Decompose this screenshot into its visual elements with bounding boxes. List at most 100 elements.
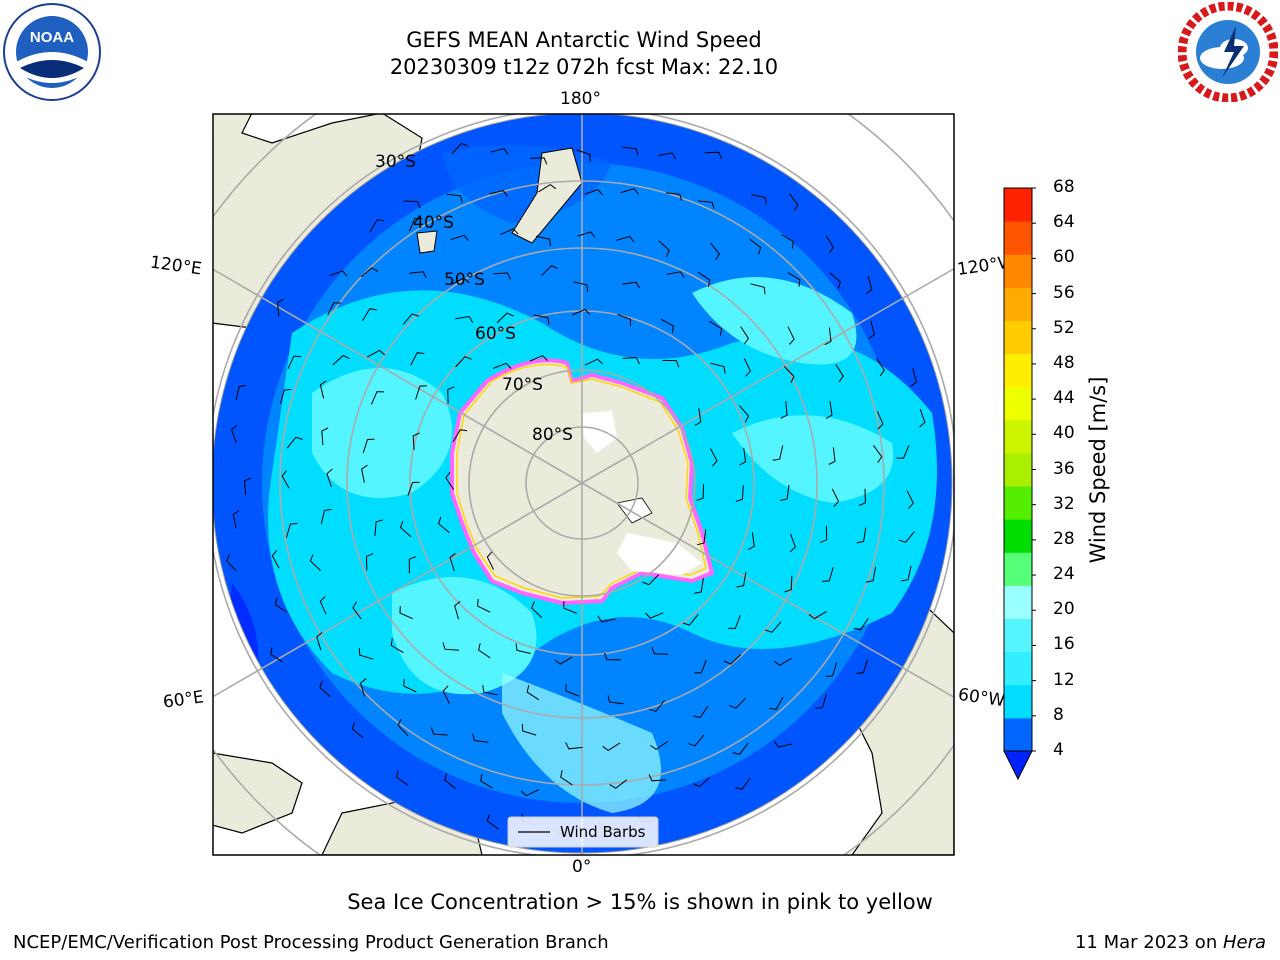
lon-label-60w: 60°W [956, 684, 1007, 712]
wind-barb [649, 699, 665, 712]
wind-barb [225, 554, 237, 572]
wind-barb [873, 445, 883, 463]
wind-barb [910, 368, 918, 387]
wind-barb [694, 578, 704, 594]
wind-barb [692, 777, 711, 788]
wind-barb [602, 742, 621, 752]
wind-barb [287, 355, 301, 370]
wind-barb [362, 438, 375, 454]
wind-barb [868, 320, 876, 340]
lat-label-60s: 60°S [475, 324, 516, 344]
wind-barb [772, 445, 784, 461]
footer-machine: Hera [1222, 932, 1266, 953]
wind-barb [787, 272, 801, 287]
wind-barb [666, 271, 685, 279]
wind-barb [321, 427, 329, 445]
wind-barb [697, 271, 711, 287]
wind-barb [577, 231, 596, 238]
wind-barb [829, 272, 842, 289]
sea-ice-caption: Sea Ice Concentration > 15% is shown in … [347, 890, 933, 914]
colorbar-segment [1004, 353, 1032, 388]
wind-barb [773, 657, 792, 667]
wind-barb [622, 146, 639, 156]
wind-barb [704, 151, 723, 159]
wind-barb [486, 551, 494, 570]
colorbar-label: Wind Speed [m/s] [1086, 376, 1110, 564]
wind-barb [319, 596, 327, 615]
colorbar [1003, 187, 1036, 781]
wind-barbs-legend-label: Wind Barbs [560, 823, 646, 841]
wind-barb [750, 283, 766, 295]
wind-barb [820, 525, 828, 543]
wind-barb [408, 556, 416, 574]
lat-label-40s: 40°S [413, 213, 454, 233]
wind-barb [780, 401, 788, 419]
wind-barb [662, 359, 680, 368]
wind-barb [231, 424, 238, 444]
wind-barb [658, 152, 677, 160]
wind-barb [319, 380, 327, 399]
wind-barb [724, 654, 742, 665]
wind-barb [352, 601, 362, 620]
wind-barb [442, 642, 460, 651]
wind-barb [735, 485, 744, 502]
wind-barb [576, 149, 591, 162]
colorbar-segment [1004, 618, 1032, 653]
colorbar-segment [1004, 386, 1032, 421]
wind-barb [442, 685, 450, 704]
wind-barb [270, 647, 283, 663]
colorbar-extend-arrow [1003, 750, 1033, 781]
wind-barb [281, 470, 290, 489]
wind-barb [858, 488, 866, 506]
wind-barb [362, 308, 377, 321]
wind-barb [866, 566, 877, 583]
wind-barb [482, 685, 498, 696]
wind-barbs-legend: Wind Barbs [507, 816, 659, 848]
wind-barb [642, 574, 659, 586]
colorbar-segment [1004, 519, 1032, 553]
wind-barb [450, 234, 469, 242]
wind-barb [565, 683, 580, 697]
footer-date: 11 Mar 2023 on Hera [1075, 932, 1266, 953]
wind-barb [447, 386, 455, 404]
colorbar-segment [1004, 419, 1032, 454]
wind-barb [710, 448, 718, 467]
wind-barb [451, 277, 470, 285]
wind-barb [360, 678, 367, 697]
wind-barb [493, 362, 512, 369]
wind-barb [616, 235, 635, 243]
wind-barb [410, 352, 425, 366]
wind-barb [622, 357, 640, 365]
colorbar-tick-label: 56 [1053, 282, 1075, 303]
wind-barb [710, 242, 720, 261]
wind-barb [477, 599, 491, 613]
lon-label-60e: 60°E [161, 687, 206, 713]
wind-barb [660, 318, 674, 334]
colorbar-segment [1004, 254, 1032, 288]
wind-barb [732, 742, 749, 755]
wind-barb [232, 510, 240, 529]
wind-barb [565, 742, 583, 750]
wind-barb [472, 733, 489, 743]
wind-barb [751, 194, 767, 205]
colorbar-tick-label: 8 [1053, 704, 1064, 725]
wind-barb [919, 409, 926, 428]
wind-barb [787, 326, 795, 345]
wind-barb [541, 265, 559, 277]
colorbar-tick-label: 24 [1053, 564, 1075, 585]
wind-barb [563, 601, 577, 614]
wind-barb [403, 678, 417, 693]
noaa-logo: NOAA [2, 2, 102, 102]
colorbar-tick-label: 36 [1053, 458, 1075, 479]
wind-barb [455, 315, 474, 323]
noaa-logo-text: NOAA [30, 29, 74, 46]
lon-label-120e: 120°E [148, 252, 203, 280]
wind-barb [609, 779, 628, 789]
colorbar-tick-label: 12 [1053, 669, 1075, 690]
wind-barb [538, 183, 557, 193]
wind-barb [696, 484, 704, 501]
wind-barb [408, 217, 423, 232]
wind-barb [788, 193, 799, 212]
wind-barb [710, 362, 726, 374]
wind-barb [399, 520, 412, 538]
